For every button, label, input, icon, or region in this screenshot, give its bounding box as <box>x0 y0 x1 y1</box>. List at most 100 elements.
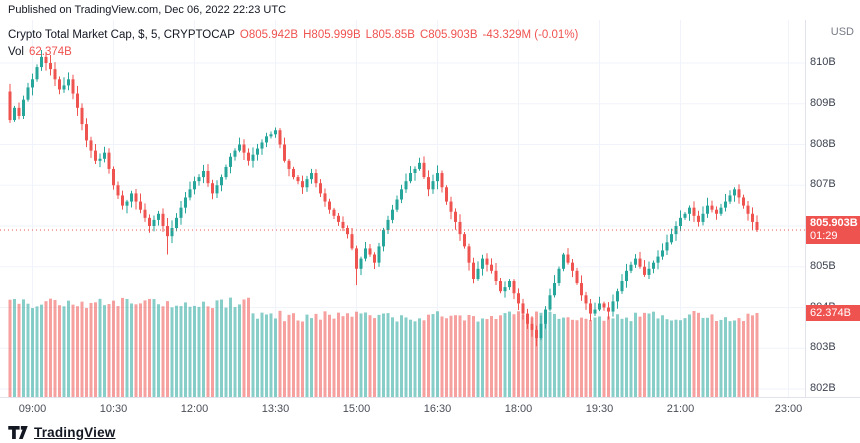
volume-bar <box>337 312 340 397</box>
volume-bar <box>206 306 210 397</box>
volume-bar <box>341 316 345 397</box>
candle <box>733 187 736 202</box>
last-price-value: 805.903B <box>810 217 858 229</box>
volume-bar <box>166 301 169 397</box>
volume-bar <box>602 320 606 397</box>
bar-countdown: 01:29 <box>810 230 838 242</box>
candle <box>404 173 408 193</box>
candle <box>314 169 318 188</box>
volume-bar <box>220 299 223 397</box>
candle <box>593 302 597 317</box>
volume-bar <box>701 317 705 397</box>
volume-bar <box>706 317 709 397</box>
volume-bar <box>746 313 750 397</box>
volume-bar <box>697 312 700 397</box>
candle <box>670 228 673 245</box>
candle <box>620 274 624 294</box>
volume-bar <box>323 311 327 397</box>
volume-bar <box>251 313 255 397</box>
volume-bar <box>355 311 358 397</box>
candle <box>634 254 637 268</box>
volume-bar <box>148 298 151 397</box>
time-scale[interactable]: 09:00 10:30 12:00 13:30 15:00 16:30 18:00 19:30… <box>0 397 860 421</box>
volume-bar <box>571 319 574 397</box>
volume-bar <box>107 304 111 397</box>
candle <box>607 302 610 320</box>
candle <box>251 147 255 168</box>
time-tick-label: 21:00 <box>666 403 695 415</box>
candle <box>521 298 525 320</box>
price-scale[interactable]: USD 810B809B808B807B806B805B804B803B802B <box>805 20 860 397</box>
candle <box>422 156 426 180</box>
volume-bar <box>553 313 556 397</box>
candle <box>305 175 309 192</box>
volume-bar <box>670 320 673 397</box>
volume-bar <box>643 312 646 397</box>
candle <box>661 243 664 260</box>
candle <box>751 207 754 230</box>
volume-bar <box>620 318 624 397</box>
published-link[interactable]: Published on TradingView.com, Dec 06, 20… <box>8 4 287 16</box>
volume-bar <box>260 312 264 397</box>
time-tick-label: 23:00 <box>774 403 803 415</box>
candle <box>224 164 228 180</box>
time-tick-label: 16:30 <box>423 403 452 415</box>
volume-bar <box>445 318 448 397</box>
volume-bar <box>134 304 138 397</box>
candle <box>112 166 115 190</box>
volume-bar <box>44 301 48 397</box>
candle <box>539 315 543 341</box>
volume-bar <box>152 299 156 397</box>
volume-bar <box>728 321 732 397</box>
price-tick-label: 809B <box>810 96 836 109</box>
currency-label: USD <box>830 26 854 38</box>
candle <box>202 164 205 184</box>
candle <box>287 159 291 177</box>
volume-bar <box>751 315 754 397</box>
candle <box>584 291 588 310</box>
candle <box>215 180 219 199</box>
candle <box>400 184 403 204</box>
candle <box>688 205 691 221</box>
candle <box>490 258 493 274</box>
candle <box>481 254 484 276</box>
candle <box>197 174 201 186</box>
candle <box>715 206 718 220</box>
volume-bar <box>305 314 309 397</box>
chart-plot-area[interactable] <box>0 20 805 397</box>
candle <box>170 220 174 244</box>
candle <box>328 198 331 214</box>
tradingview-brand-link[interactable]: TradingView <box>34 424 116 440</box>
price-tick-label: 805B <box>810 259 836 272</box>
candle <box>179 201 183 225</box>
volume-bar <box>121 297 124 397</box>
candle <box>674 221 678 241</box>
ohlc-high: H805.999B <box>303 29 361 41</box>
volume-bar <box>634 312 637 397</box>
candle <box>728 190 732 204</box>
candle <box>301 175 304 194</box>
candle <box>26 82 30 102</box>
volume-bar <box>211 308 214 397</box>
candle <box>391 204 394 224</box>
volume-bar <box>418 318 421 397</box>
volume-bar <box>94 302 97 397</box>
price-tick-label: 803B <box>810 341 836 354</box>
candle <box>530 316 534 337</box>
volume-bar <box>229 297 232 397</box>
volume-bar <box>202 301 205 397</box>
candle <box>40 49 43 71</box>
candle <box>413 166 417 181</box>
candle <box>238 137 241 153</box>
candle <box>377 242 381 267</box>
time-tick-label: 12:00 <box>180 403 209 415</box>
volume-bar <box>517 311 520 397</box>
volume-bar <box>116 306 120 397</box>
candle <box>440 170 444 193</box>
volume-bar <box>301 321 304 397</box>
candle <box>125 199 129 214</box>
volume-bar <box>629 321 633 397</box>
volume-bar <box>652 311 655 397</box>
volume-bar <box>197 306 201 397</box>
